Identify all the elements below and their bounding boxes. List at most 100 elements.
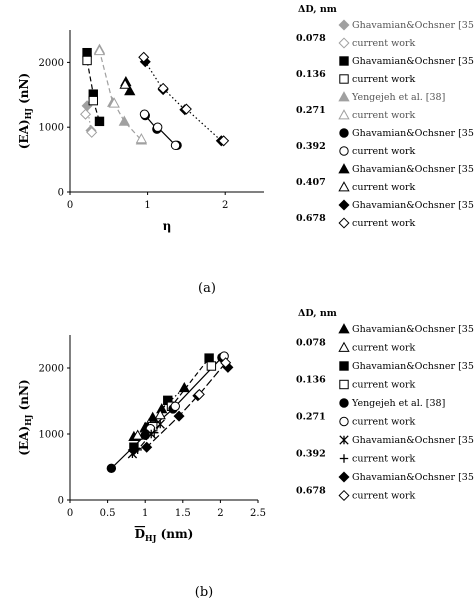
legend-label: Ghavamian&Ochsner [35] (352, 324, 474, 335)
data-point (82, 55, 92, 66)
trend-line (110, 355, 225, 469)
legend-delta-value: 0.678 (296, 485, 326, 496)
legend-label: current work (352, 380, 415, 391)
data-point (93, 44, 106, 56)
y-axis-label: (EA)HJ (nN) (17, 379, 33, 455)
data-point (206, 361, 217, 371)
legend-title: ΔD, nm (298, 308, 337, 319)
legend-label: current work (352, 343, 415, 354)
legend-label: current work (352, 110, 415, 121)
legend-delta-value: 0.407 (296, 177, 326, 188)
y-tick-label: 2000 (39, 58, 64, 69)
data-point (155, 419, 165, 429)
legend-label: current work (352, 491, 415, 502)
legend-marker (338, 471, 350, 483)
data-point (218, 135, 230, 147)
data-point (88, 95, 98, 106)
legend-marker (339, 146, 349, 156)
legend-label: Ghavamian&Ochsner [35] (352, 435, 474, 446)
legend-marker (339, 56, 349, 66)
legend-marker (339, 128, 349, 138)
data-point (150, 428, 159, 437)
x-tick-label: 1 (144, 200, 150, 211)
x-tick-label: 1.5 (175, 508, 191, 519)
data-point (118, 115, 130, 126)
x-tick-label: 1 (142, 508, 148, 519)
legend-label: Ghavamian&Ochsner [35] (352, 472, 474, 483)
legend-label: Ghavamian&Ochsner [35] (352, 20, 474, 31)
legend-marker (339, 361, 349, 371)
data-point (178, 381, 190, 393)
legend-marker (338, 199, 350, 211)
data-point (180, 103, 192, 115)
data-point (157, 82, 169, 94)
x-tick-label: 2 (217, 508, 223, 519)
legend-marker (339, 454, 349, 463)
legend-marker (339, 379, 349, 390)
legend-label: current work (352, 146, 415, 157)
x-axis-label: DHJ (nm) (135, 527, 194, 543)
data-point (106, 463, 117, 474)
legend-delta-value: 0.392 (296, 141, 326, 152)
legend-marker (338, 109, 350, 120)
y-tick-label: 2000 (39, 364, 64, 375)
legend-label: Ghavamian&Ochsner [35] (352, 56, 474, 67)
y-tick-label: 0 (58, 188, 64, 199)
legend-label: current work (352, 218, 415, 229)
x-tick-label: 2.5 (250, 508, 266, 519)
legend-marker (339, 74, 349, 84)
y-tick-label: 1000 (39, 430, 64, 441)
data-point (80, 108, 92, 120)
data-point (132, 429, 144, 440)
legend-label: Ghavamian&Ochsner [35] (352, 361, 474, 372)
data-point (128, 444, 140, 456)
legend-label: Ghavamian&Ochsner [35] (352, 128, 474, 139)
legend-marker (338, 489, 350, 502)
legend-marker (338, 19, 350, 31)
data-point (108, 97, 120, 108)
chart-panel-b: 0 1000 2000 0 0.5 1 1.5 2 2.5 (EA)HJ (nN) DHJ (nm)… (17, 308, 474, 600)
y-tick-label: 1000 (39, 123, 64, 134)
data-point (141, 441, 153, 453)
legend-delta-value: 0.678 (296, 213, 326, 224)
x-tick-label: 0 (67, 200, 73, 211)
legend-delta-value: 0.078 (296, 33, 326, 44)
legend-delta-value: 0.271 (296, 105, 326, 116)
y-tick-label: 0 (58, 496, 64, 507)
legend-label: Ghavamian&Ochsner [35] (352, 200, 474, 211)
data-point (170, 140, 181, 151)
panel-caption: (a) (198, 281, 216, 296)
legend-marker (338, 181, 350, 192)
legend-marker (338, 323, 350, 334)
data-point (82, 47, 92, 58)
legend-label: current work (352, 417, 415, 428)
legend-marker (339, 435, 349, 445)
x-tick-label: 0.5 (100, 508, 116, 519)
legend-title: ΔD, nm (298, 4, 337, 15)
data-point (119, 78, 131, 89)
legend-marker (338, 91, 350, 102)
legend-marker (338, 163, 350, 174)
data-point (94, 116, 105, 127)
legend-marker (338, 37, 350, 49)
legend-label: current work (352, 74, 415, 85)
legend-label: Yengejeh et al. [38] (351, 398, 445, 409)
data-point (138, 51, 150, 63)
data-point (220, 357, 232, 369)
x-tick-label: 0 (67, 508, 73, 519)
legend-label: current work (352, 182, 415, 193)
panel-caption: (b) (195, 585, 213, 600)
legend-label: current work (352, 38, 415, 49)
data-point (193, 388, 205, 400)
legend-marker (339, 416, 349, 427)
legend-delta-value: 0.136 (296, 374, 326, 385)
legend-delta-value: 0.078 (296, 337, 326, 348)
legend-label: Yengejeh et al. [38] (351, 92, 445, 103)
x-axis-label: η (163, 219, 172, 233)
legend-marker (339, 398, 349, 408)
data-point (152, 122, 163, 132)
legend-marker (338, 217, 350, 229)
legend-delta-value: 0.136 (296, 69, 326, 80)
legend-marker (338, 341, 350, 352)
